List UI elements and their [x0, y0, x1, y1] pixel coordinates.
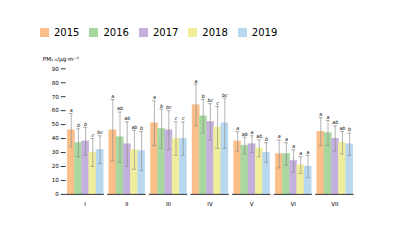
svg-text:V: V	[250, 201, 254, 207]
svg-text:bc: bc	[208, 98, 214, 103]
svg-text:c: c	[182, 116, 185, 121]
svg-text:40: 40	[52, 135, 60, 141]
svg-text:0: 0	[55, 191, 59, 197]
svg-text:a: a	[70, 108, 73, 113]
html-text:2015: 2015	[54, 27, 80, 38]
svg-text:b: b	[77, 123, 80, 128]
svg-text:a: a	[292, 144, 295, 149]
html-text:2018: 2018	[202, 27, 228, 38]
html-text:2019: 2019	[251, 27, 278, 38]
svg-text:VI: VI	[290, 201, 296, 207]
svg-text:a: a	[251, 130, 254, 135]
svg-text:a: a	[307, 150, 310, 155]
html-text:2017: 2017	[152, 27, 179, 38]
svg-text:a: a	[319, 112, 322, 117]
svg-text:bc: bc	[222, 93, 228, 98]
svg-text:b: b	[202, 94, 205, 99]
svg-text:b: b	[140, 126, 143, 131]
svg-text:PM₂.₅/μg·m⁻³: PM₂.₅/μg·m⁻³	[43, 56, 79, 63]
html-text:2016: 2016	[103, 27, 129, 38]
svg-text:a: a	[299, 151, 302, 156]
svg-text:20: 20	[52, 163, 60, 169]
svg-text:a: a	[285, 137, 288, 142]
svg-text:10: 10	[52, 177, 60, 183]
svg-text:80: 80	[52, 80, 60, 86]
svg-text:b: b	[84, 122, 87, 127]
svg-text:II: II	[125, 201, 129, 207]
svg-text:b: b	[265, 137, 268, 142]
svg-text:ab: ab	[256, 134, 262, 139]
svg-text:bc: bc	[166, 105, 172, 110]
svg-text:a: a	[327, 115, 330, 120]
svg-text:a: a	[195, 79, 198, 84]
svg-text:30: 30	[52, 149, 60, 155]
svg-text:b: b	[160, 104, 163, 109]
svg-text:90: 90	[52, 66, 60, 72]
svg-text:a: a	[153, 95, 156, 100]
svg-text:c: c	[175, 116, 178, 121]
svg-text:bc: bc	[97, 130, 103, 135]
svg-text:IV: IV	[207, 201, 213, 207]
svg-text:a: a	[278, 134, 281, 139]
svg-text:VII: VII	[331, 201, 338, 207]
svg-text:50: 50	[52, 121, 60, 127]
svg-text:c: c	[91, 133, 94, 138]
svg-text:ab: ab	[124, 116, 130, 121]
svg-text:I: I	[84, 201, 86, 207]
svg-text:c: c	[216, 101, 219, 106]
svg-text:60: 60	[52, 107, 60, 113]
svg-text:b: b	[348, 127, 351, 132]
svg-text:III: III	[166, 201, 171, 207]
svg-text:a: a	[111, 94, 114, 99]
svg-text:ab: ab	[332, 120, 338, 125]
svg-text:70: 70	[52, 94, 60, 100]
svg-text:a: a	[236, 126, 239, 131]
svg-text:ab: ab	[339, 126, 345, 131]
svg-text:ab: ab	[242, 132, 248, 137]
svg-text:ab: ab	[131, 125, 137, 130]
svg-text:ab: ab	[117, 106, 123, 111]
